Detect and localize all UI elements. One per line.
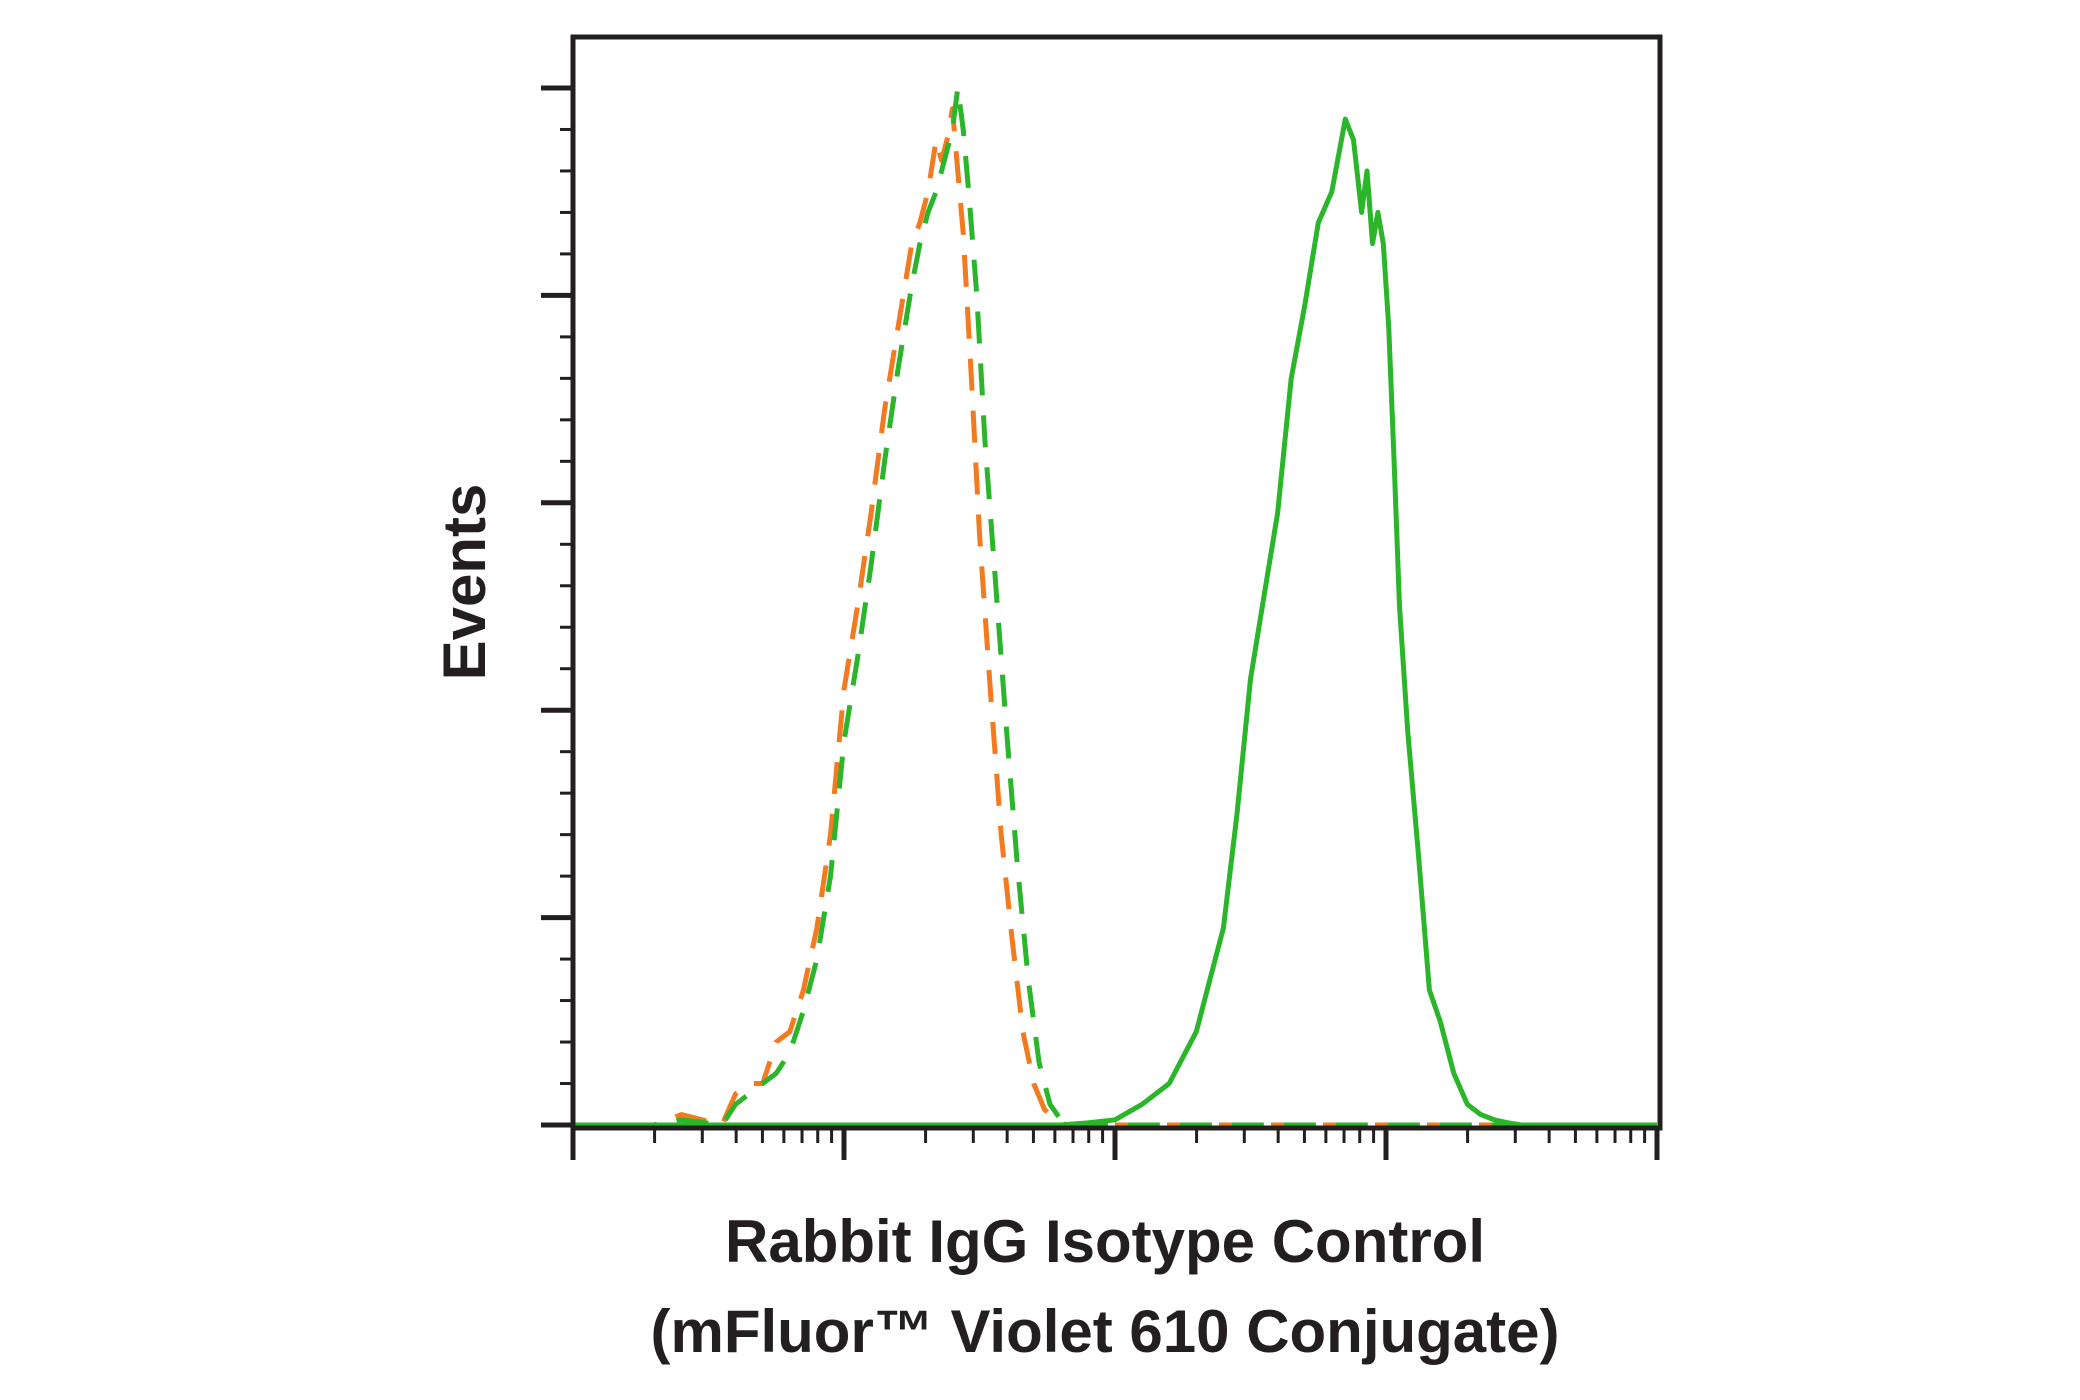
- y-axis-label: Events: [431, 484, 498, 681]
- y-axis-ticks: [541, 85, 575, 1128]
- histogram-series-3: [573, 116, 1657, 1128]
- x-axis-ticks: [570, 1126, 1660, 1160]
- series-layer: [573, 85, 1657, 1128]
- x-axis-label-line-1: Rabbit IgG Isotype Control: [725, 1208, 1485, 1275]
- x-axis-label-line-2: (mFluor™ Violet 610 Conjugate): [651, 1298, 1560, 1365]
